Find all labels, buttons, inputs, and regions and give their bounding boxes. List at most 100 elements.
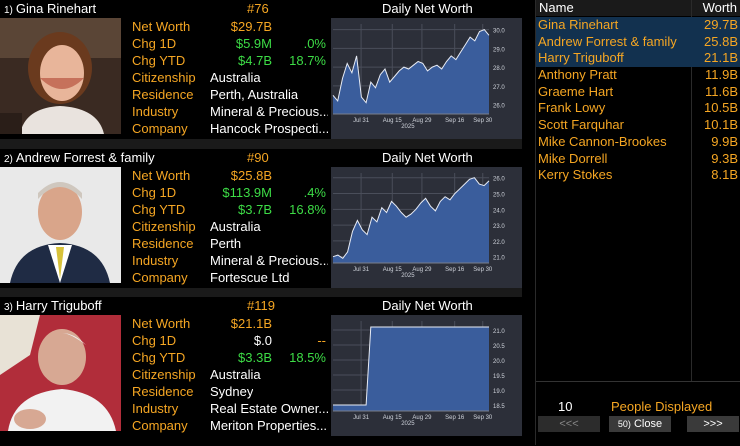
list-item[interactable]: Mike Dorrell 9.3B (536, 151, 740, 168)
y-tick-label: 19.5 (493, 374, 505, 380)
citizenship-value: Australia (210, 70, 261, 85)
x-axis-year: 2025 (401, 421, 415, 427)
daily-net-worth-chart[interactable]: 21.0 20.5 20.0 19.5 19.0 18.5 Jul 31 Aug 15 Aug … (331, 315, 522, 436)
person-name[interactable]: Harry Triguboff (15, 298, 102, 313)
list-item[interactable]: Frank Lowy 10.5B (536, 100, 740, 117)
chg-1d-pct: -- (317, 333, 326, 348)
list-item-worth: 11.9B (704, 67, 738, 83)
y-tick-label: 28.0 (493, 66, 505, 72)
people-count: 10 (558, 399, 573, 414)
list-item-name: Frank Lowy (538, 100, 606, 116)
y-tick-label: 23.0 (493, 224, 505, 230)
chg-1d-label: Chg 1D (132, 333, 177, 348)
x-tick-label: Aug 29 (412, 415, 432, 421)
x-tick-label: Jul 31 (353, 267, 370, 273)
close-button[interactable]: 50) Close (609, 416, 671, 432)
x-tick-label: Sep 30 (473, 118, 493, 124)
list-item-worth: 10.1B (704, 117, 738, 133)
list-item-name: Anthony Pratt (538, 67, 617, 83)
list-item-name: Harry Triguboff (538, 50, 624, 66)
y-tick-label: 29.0 (493, 47, 505, 53)
list-item-name: Gina Rinehart (538, 17, 619, 32)
person-name[interactable]: Gina Rinehart (15, 1, 97, 16)
list-item-name: Mike Dorrell (538, 150, 608, 166)
chart-title: Daily Net Worth (382, 1, 473, 16)
y-tick-label: 20.5 (493, 344, 505, 350)
chg-ytd-pct: 18.7% (289, 53, 326, 68)
person-photo (0, 315, 121, 431)
list-item[interactable]: Scott Farquhar 10.1B (536, 117, 740, 134)
industry-value: Mineral & Precious... (210, 104, 328, 119)
profile-card: 3) Harry Triguboff #119 Daily Net Worth N… (0, 297, 522, 436)
close-shortcut-key: 50) (617, 419, 631, 429)
people-list: Gina Rinehart 29.7B Andrew Forrest & famil… (536, 17, 740, 184)
chart-title: Daily Net Worth (382, 150, 473, 165)
y-tick-label: 19.0 (493, 389, 505, 395)
person-name[interactable]: Andrew Forrest & family (15, 150, 155, 165)
list-item[interactable]: Graeme Hart 11.6B (536, 84, 740, 101)
industry-label: Industry (132, 104, 179, 119)
residence-value: Sydney (210, 384, 254, 399)
residence-label: Residence (132, 87, 194, 102)
details: Net Worth $29.7B Chg 1D $5.9M .0% Chg YTD $4… (132, 18, 332, 137)
previous-page-button[interactable]: <<< (538, 416, 600, 432)
list-item[interactable]: Mike Cannon-Brookes 9.9B (536, 134, 740, 151)
citizenship-label: Citizenship (132, 367, 196, 382)
net-worth-label: Net Worth (132, 316, 191, 331)
x-tick-label: Aug 15 (383, 118, 403, 124)
profile-card: 2) Andrew Forrest & family #90 Daily Net … (0, 149, 522, 288)
chg-1d-value: $.0 (253, 333, 272, 348)
industry-value: Real Estate Owner... (210, 401, 328, 416)
chg-ytd-value: $3.3B (238, 350, 272, 365)
list-item-worth: 21.1B (704, 50, 738, 66)
chg-ytd-label: Chg YTD (132, 53, 186, 68)
y-tick-label: 27.0 (493, 85, 505, 91)
list-item-name: Graeme Hart (538, 83, 614, 99)
list-item-worth: 8.1B (711, 167, 738, 183)
y-tick-label: 24.0 (493, 208, 505, 214)
list-item-name: Kerry Stokes (538, 167, 613, 183)
card-index: 3) (4, 302, 13, 313)
list-item[interactable]: Harry Triguboff 21.1B (536, 50, 740, 68)
list-item-worth: 11.6B (704, 83, 738, 99)
daily-net-worth-chart[interactable]: 26.0 25.0 24.0 23.0 22.0 21.0 Jul 31 Aug 15 Aug … (331, 167, 522, 288)
card-header: 1) Gina Rinehart #76 Daily Net Worth (0, 0, 522, 18)
list-item-worth: 9.9B (711, 133, 738, 149)
x-axis-year: 2025 (401, 124, 415, 130)
chg-ytd-label: Chg YTD (132, 350, 186, 365)
column-name-header[interactable]: Name (539, 0, 574, 15)
rank: #119 (247, 298, 275, 313)
residence-label: Residence (132, 236, 194, 251)
card-header: 2) Andrew Forrest & family #90 Daily Net … (0, 149, 522, 167)
industry-value: Mineral & Precious... (210, 253, 328, 268)
list-item[interactable]: Andrew Forrest & family 25.8B (536, 33, 740, 51)
list-item[interactable]: Kerry Stokes 8.1B (536, 167, 740, 184)
x-tick-label: Sep 30 (473, 267, 493, 273)
industry-label: Industry (132, 253, 179, 268)
list-item-name: Andrew Forrest & family (538, 33, 677, 49)
x-tick-label: Jul 31 (353, 118, 370, 124)
rank: #90 (247, 150, 269, 165)
next-page-button[interactable]: >>> (687, 416, 739, 432)
chg-1d-value: $5.9M (235, 36, 272, 51)
people-list-panel: Name Worth Gina Rinehart 29.7B Andrew Forr… (535, 0, 740, 446)
net-worth-area (333, 29, 489, 115)
close-label: Close (633, 418, 663, 430)
chg-ytd-label: Chg YTD (132, 202, 186, 217)
net-worth-line (333, 326, 489, 406)
net-worth-line (332, 177, 490, 259)
x-tick-label: Aug 29 (412, 118, 432, 124)
net-worth-area (333, 327, 489, 411)
chg-ytd-pct: 18.5% (289, 350, 326, 365)
list-item-name: Scott Farquhar (538, 117, 624, 133)
company-label: Company (132, 270, 188, 285)
y-tick-label: 26.0 (493, 177, 505, 183)
column-worth-header[interactable]: Worth (702, 0, 737, 15)
list-item[interactable]: Anthony Pratt 11.9B (536, 67, 740, 84)
citizenship-value: Australia (210, 219, 261, 234)
y-tick-label: 26.0 (493, 104, 505, 110)
daily-net-worth-chart[interactable]: 30.0 29.0 28.0 27.0 26.0 Jul 31 Aug 15 Aug 29 Se… (331, 18, 522, 139)
list-item[interactable]: Gina Rinehart 29.7B (536, 17, 740, 34)
net-worth-value: $29.7B (230, 19, 272, 34)
profile-card: 1) Gina Rinehart #76 Daily Net Worth Net … (0, 0, 522, 139)
